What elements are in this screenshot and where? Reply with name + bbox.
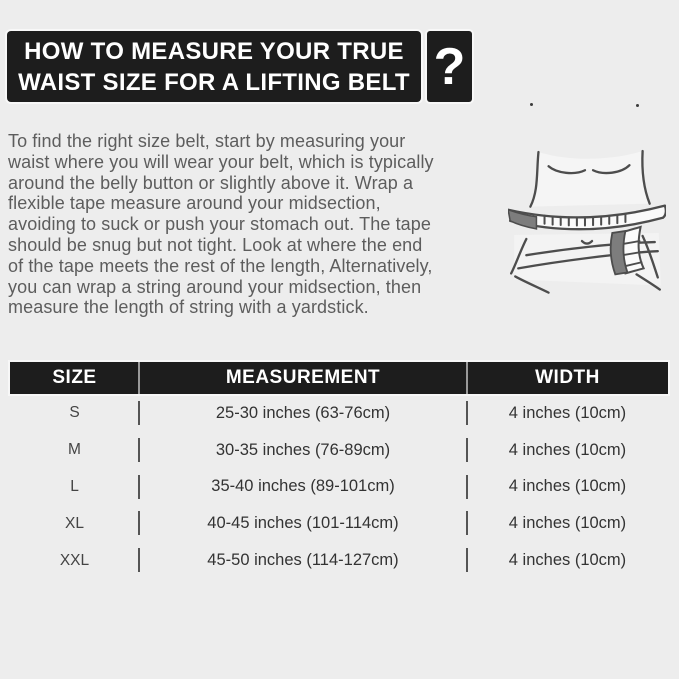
cell-width: 4 inches (10cm) [508, 514, 627, 533]
cell-divider [466, 548, 468, 573]
belly-button [580, 239, 594, 245]
hip-right-outline [641, 234, 659, 279]
cell-divider [466, 511, 468, 536]
cell-width: 4 inches (10cm) [508, 551, 627, 570]
cell-divider [138, 548, 140, 573]
cell-width: 4 inches (10cm) [508, 477, 627, 496]
speck-dot [530, 103, 533, 106]
cell-size: XL [65, 514, 84, 532]
header-cell-measurement: MEASUREMENT [225, 367, 381, 388]
waistband-line-1 [525, 240, 656, 257]
table-row-l: L 35-40 inches (89-101cm) 4 inches (10cm… [10, 469, 668, 506]
chest-line-right [591, 164, 631, 175]
size-chart-header: SIZE MEASUREMENT WIDTH [10, 362, 668, 394]
header-divider [466, 362, 468, 394]
header-divider [138, 362, 140, 394]
page-title: HOW TO MEASURE YOUR TRUE WAIST SIZE FOR … [18, 37, 410, 96]
question-mark-box: ? [427, 31, 472, 102]
chest-line-left [547, 165, 587, 175]
question-mark-icon: ? [433, 37, 466, 96]
table-row-xl: XL 40-45 inches (101-114cm) 4 inches (10… [10, 505, 668, 542]
cell-divider [466, 437, 468, 462]
tape-ticks [543, 212, 627, 227]
torso-right-outline [641, 149, 651, 205]
cell-divider [138, 474, 140, 499]
intro-paragraph: To find the right size belt, start by me… [8, 131, 434, 318]
cell-measurement: 40-45 inches (101-114cm) [207, 514, 399, 533]
table-row-m: M 30-35 inches (76-89cm) 4 inches (10cm) [10, 432, 668, 469]
cell-divider [138, 437, 140, 462]
cell-size: S [69, 404, 80, 422]
cell-divider [138, 511, 140, 536]
torso-fill [530, 151, 650, 207]
waistband-line-2 [517, 249, 659, 270]
torso-left-outline [529, 150, 540, 208]
cell-measurement: 30-35 inches (76-89cm) [215, 440, 391, 459]
tape-end-strip-shade [609, 229, 629, 276]
speck-dot [636, 104, 639, 107]
thigh-line-right [635, 273, 661, 291]
cell-divider [466, 401, 468, 425]
cell-width: 4 inches (10cm) [508, 403, 627, 422]
waist-measure-illustration [508, 149, 666, 294]
cell-divider [466, 474, 468, 499]
size-chart-rows: S 25-30 inches (63-76cm) 4 inches (10cm)… [10, 395, 668, 579]
cell-measurement: 25-30 inches (63-76cm) [215, 403, 391, 422]
cell-measurement: 35-40 inches (89-101cm) [211, 477, 395, 496]
tape-shade-left [508, 208, 538, 230]
title-banner: HOW TO MEASURE YOUR TRUE WAIST SIZE FOR … [7, 31, 421, 102]
cell-width: 4 inches (10cm) [508, 440, 627, 459]
cell-measurement: 45-50 inches (114-127cm) [207, 551, 399, 570]
header-cell-size: SIZE [52, 367, 97, 388]
tape-end-cap [661, 204, 666, 219]
header-cell-width: WIDTH [535, 367, 600, 388]
cell-divider [138, 401, 140, 425]
cell-size: M [68, 441, 81, 459]
hip-left-outline [510, 237, 528, 275]
cell-size: XXL [59, 551, 90, 569]
thigh-line-left [514, 275, 550, 294]
table-row-xxl: XXL 45-50 inches (114-127cm) 4 inches (1… [10, 542, 668, 579]
table-row-s: S 25-30 inches (63-76cm) 4 inches (10cm) [10, 395, 668, 432]
cell-size: L [70, 477, 79, 495]
